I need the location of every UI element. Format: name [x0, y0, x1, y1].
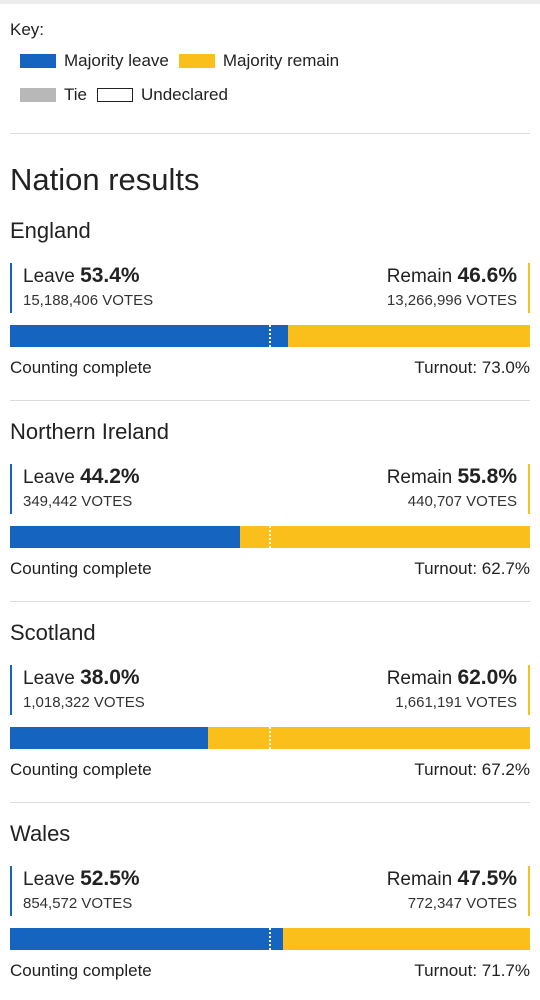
leave-result: Leave 44.2% 349,442 VOTES — [10, 464, 140, 514]
leave-percent: 53.4% — [80, 264, 140, 287]
undeclared-swatch — [97, 88, 133, 102]
leave-votes: 349,442 VOTES — [23, 493, 133, 510]
key-title: Key: — [10, 20, 45, 39]
leave-votes: 1,018,322 VOTES — [23, 694, 145, 711]
leave-label: Leave — [23, 266, 75, 287]
nation-result-england: England Leave 53.4% 15,188,406 VOTES Rem… — [10, 217, 530, 387]
result-bar — [10, 727, 530, 749]
result-bar — [10, 928, 530, 950]
section-title: Nation results — [10, 162, 200, 197]
leave-result: Leave 52.5% 854,572 VOTES — [10, 866, 140, 916]
majority-midline — [269, 727, 271, 749]
majority-leave-label: Majority leave — [64, 51, 169, 70]
remain-result: Remain 62.0% 1,661,191 VOTES — [387, 665, 530, 715]
majority-midline — [269, 325, 271, 347]
result-bar — [10, 526, 530, 548]
remain-percent: 47.5% — [457, 867, 517, 890]
leave-percent: 52.5% — [80, 867, 140, 890]
majority-midline — [269, 928, 271, 950]
majority-leave-swatch — [20, 54, 56, 68]
divider — [10, 133, 530, 134]
majority-midline — [269, 526, 271, 548]
leave-label: Leave — [23, 467, 75, 488]
nation-result-wales: Wales Leave 52.5% 854,572 VOTES Remain 4… — [10, 820, 530, 990]
divider — [10, 601, 530, 602]
nation-name: Wales — [10, 821, 71, 846]
leave-bar-fill — [10, 325, 288, 347]
divider — [10, 400, 530, 401]
nation-name: Scotland — [10, 620, 96, 645]
result-bar — [10, 325, 530, 347]
remain-votes: 1,661,191 VOTES — [395, 694, 517, 711]
turnout: Turnout: 62.7% — [414, 559, 530, 578]
nation-result-scotland: Scotland Leave 38.0% 1,018,322 VOTES Rem… — [10, 619, 530, 789]
turnout: Turnout: 73.0% — [414, 358, 530, 377]
remain-result: Remain 47.5% 772,347 VOTES — [387, 866, 530, 916]
turnout: Turnout: 67.2% — [414, 760, 530, 779]
remain-votes: 440,707 VOTES — [407, 493, 517, 510]
majority-remain-label: Majority remain — [222, 51, 340, 70]
leave-bar-fill — [10, 526, 240, 548]
remain-result: Remain 46.6% 13,266,996 VOTES — [387, 263, 530, 313]
leave-bar-fill — [10, 727, 208, 749]
remain-label: Remain — [386, 668, 453, 689]
remain-label: Remain — [386, 467, 453, 488]
remain-percent: 55.8% — [457, 465, 517, 488]
majority-remain-swatch — [178, 54, 215, 68]
legend-key: Key: Majority leave Majority remain Tie … — [10, 16, 530, 112]
remain-percent: 46.6% — [457, 264, 517, 287]
remain-votes: 13,266,996 VOTES — [386, 292, 517, 309]
counting-status: Counting complete — [10, 760, 152, 779]
turnout: Turnout: 71.7% — [414, 961, 530, 980]
leave-percent: 38.0% — [80, 666, 140, 689]
nation-name: Northern Ireland — [10, 419, 169, 444]
nation-name: England — [10, 218, 91, 243]
leave-votes: 15,188,406 VOTES — [23, 292, 154, 309]
counting-status: Counting complete — [10, 559, 152, 578]
top-strip — [0, 0, 540, 4]
undeclared-label: Undeclared — [141, 85, 228, 104]
remain-percent: 62.0% — [457, 666, 517, 689]
remain-label: Remain — [386, 266, 453, 287]
leave-result: Leave 38.0% 1,018,322 VOTES — [10, 665, 145, 715]
leave-label: Leave — [23, 668, 75, 689]
remain-votes: 772,347 VOTES — [407, 895, 517, 912]
leave-percent: 44.2% — [80, 465, 140, 488]
remain-result: Remain 55.8% 440,707 VOTES — [387, 464, 530, 514]
leave-label: Leave — [23, 869, 75, 890]
counting-status: Counting complete — [10, 358, 152, 377]
tie-swatch — [20, 88, 56, 102]
counting-status: Counting complete — [10, 961, 152, 980]
key-row-majority: Majority leave Majority remain — [10, 44, 530, 78]
tie-label: Tie — [64, 85, 87, 104]
leave-bar-fill — [10, 928, 283, 950]
leave-result: Leave 53.4% 15,188,406 VOTES — [10, 263, 153, 313]
divider — [10, 802, 530, 803]
remain-label: Remain — [386, 869, 453, 890]
nation-result-northern-ireland: Northern Ireland Leave 44.2% 349,442 VOT… — [10, 418, 530, 588]
key-row-tie: Tie Undeclared — [10, 78, 530, 112]
leave-votes: 854,572 VOTES — [23, 895, 133, 912]
